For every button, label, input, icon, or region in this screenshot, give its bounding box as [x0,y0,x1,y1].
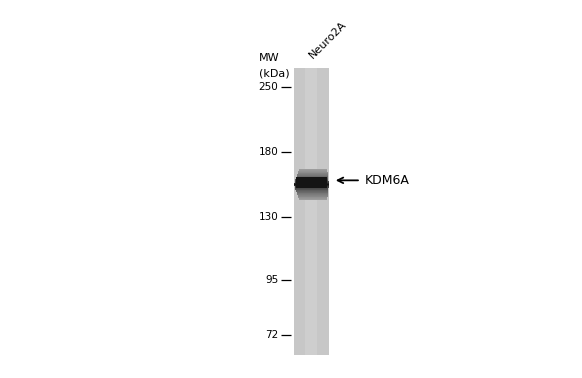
Bar [294,68,329,355]
Bar [295,188,328,189]
Bar [296,177,328,178]
Bar [298,196,328,197]
Bar [296,179,328,180]
Bar [294,186,329,187]
Bar [299,170,328,171]
Bar [296,190,328,191]
Bar [296,192,328,193]
Bar [299,169,327,170]
Bar [296,189,328,190]
Bar [297,192,328,194]
Bar [294,183,329,184]
Bar [297,194,328,195]
Bar [294,182,329,183]
Bar [298,172,328,173]
Bar [297,176,328,177]
Bar [296,177,327,187]
Bar [305,68,318,355]
Bar [297,175,328,176]
Bar [296,178,328,179]
Text: 95: 95 [265,275,278,285]
Bar [296,191,328,192]
Bar [297,195,328,196]
Text: KDM6A: KDM6A [365,174,410,187]
Text: 72: 72 [265,330,278,340]
Text: 180: 180 [258,147,278,158]
Bar [294,185,329,186]
Text: (kDa): (kDa) [259,68,290,78]
Bar [295,187,328,188]
Bar [299,171,328,172]
Text: MW: MW [259,53,279,63]
Bar [298,172,328,174]
Bar [296,189,328,191]
Text: 250: 250 [258,82,278,92]
Bar [299,198,328,199]
Bar [299,197,328,198]
Bar [297,173,328,174]
Bar [299,199,327,200]
Bar [294,184,329,185]
Bar [297,174,328,175]
Text: Neuro2A: Neuro2A [307,19,349,60]
Bar [295,181,328,182]
Bar [295,180,328,181]
Text: 130: 130 [258,212,278,222]
